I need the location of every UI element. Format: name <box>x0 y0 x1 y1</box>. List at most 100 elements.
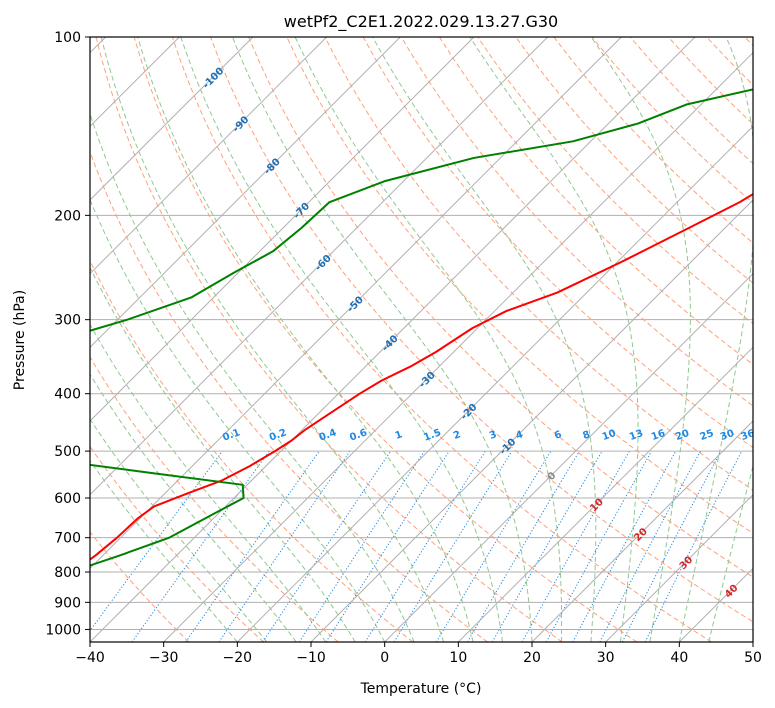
isotherm-gridline <box>384 272 753 642</box>
x-tick-label: −30 <box>149 650 179 666</box>
dry-adiabat <box>90 445 264 642</box>
dewpoint-line <box>90 88 753 567</box>
x-tick-label: 20 <box>523 650 541 666</box>
x-tick-label: −10 <box>296 650 326 666</box>
isotherm-gridline <box>310 199 753 642</box>
plot-frame <box>89 36 754 643</box>
isotherm-gridline <box>90 37 328 275</box>
moist-adiabat <box>90 459 238 642</box>
moist-adiabat <box>590 37 691 642</box>
moist-adiabats <box>90 37 753 642</box>
y-axis-ticks: 100 200 300 400 500 600 700 800 900 1000 <box>45 30 90 638</box>
x-tick-label: −20 <box>223 650 253 666</box>
y-tick-label: 300 <box>54 313 81 329</box>
plot-background <box>90 37 753 642</box>
moist-adiabat <box>372 37 597 642</box>
moist-adiabat <box>231 37 533 642</box>
y-tick-label: 500 <box>54 444 81 460</box>
isotherm-gridline <box>163 51 753 642</box>
moist-adiabat <box>180 37 504 642</box>
mixing-ratio-label: 2 <box>452 429 462 442</box>
mixing-ratio-line <box>621 450 722 642</box>
mixing-ratio-label: 20 <box>674 428 691 443</box>
moist-adiabat <box>90 373 297 642</box>
moist-adiabat <box>294 37 563 642</box>
x-tick-label: 30 <box>597 650 615 666</box>
mixing-ratio-line <box>545 450 653 642</box>
dry-adiabat <box>515 37 753 284</box>
mixing-ratio-line <box>90 450 223 632</box>
y-axis-label: Pressure (hPa) <box>12 290 28 390</box>
isotherm-gridline <box>90 37 549 496</box>
x-tick-label: 40 <box>670 650 688 666</box>
dry-adiabat <box>400 37 753 407</box>
moist-adiabat <box>90 266 356 642</box>
mixing-ratio-label: 25 <box>699 428 716 443</box>
y-tick-label: 900 <box>54 595 81 611</box>
mixing-ratio-line <box>393 450 513 642</box>
moist-adiabat <box>137 37 474 642</box>
mixing-ratio-line <box>467 450 580 642</box>
mixing-ratio-line <box>185 450 320 642</box>
moist-adiabat <box>90 418 268 642</box>
dry-adiabat <box>133 37 638 642</box>
dry-adiabat <box>90 356 339 642</box>
mixing-ratio-label: 4 <box>514 429 524 442</box>
dry-adiabat <box>90 150 488 642</box>
mixing-ratio-label: 36 <box>740 428 757 443</box>
moist-adiabat <box>678 37 753 642</box>
y-tick-label: 1000 <box>45 622 81 638</box>
isotherm-gridline <box>236 125 753 642</box>
mixing-ratio-line <box>572 450 677 642</box>
moist-adiabat <box>90 198 386 642</box>
mixing-ratio-label: 10 <box>601 428 618 443</box>
mixing-ratio-line <box>435 450 552 642</box>
y-tick-label: 800 <box>54 565 81 581</box>
mixing-ratio-line <box>262 450 392 642</box>
sounding-series <box>90 88 753 567</box>
dry-adiabat <box>210 37 753 623</box>
y-tick-label: 600 <box>54 491 81 507</box>
mixing-ratio-line <box>131 450 270 642</box>
mixing-ratio-label: 1 <box>394 429 404 442</box>
isotherm-gridline <box>752 641 753 642</box>
mixing-ratio-label: 16 <box>650 428 667 443</box>
mixing-ratio-label: 13 <box>628 428 645 443</box>
temperature-line <box>90 192 753 561</box>
dry-adiabat <box>439 37 753 366</box>
mixing-ratio-label: 3 <box>488 429 498 442</box>
mixing-ratio-label: 8 <box>581 429 591 442</box>
moist-adiabat <box>100 37 445 642</box>
dry-adiabat <box>90 531 190 642</box>
isotherm-gridline <box>605 493 753 642</box>
isotherm-gridline <box>531 420 753 642</box>
isotherm-gridline <box>90 37 254 201</box>
y-tick-label: 100 <box>54 30 81 46</box>
x-tick-label: 10 <box>449 650 467 666</box>
dry-adiabat <box>95 37 563 642</box>
isotherm-gridline <box>90 37 401 349</box>
isotherm-gridline <box>90 37 622 570</box>
moist-adiabat <box>469 37 639 642</box>
mixing-ratio-label: 30 <box>719 428 736 443</box>
x-tick-label: 50 <box>744 650 762 666</box>
y-tick-label: 200 <box>54 208 81 224</box>
isotherm-gridline <box>457 346 753 642</box>
dry-adiabat <box>248 37 753 578</box>
mixing-ratio-line <box>298 450 425 642</box>
x-tick-label: −40 <box>75 650 105 666</box>
dry-adiabat <box>171 37 712 642</box>
isotherm-gridline <box>90 37 696 642</box>
mixing-ratio-label: 6 <box>553 429 563 442</box>
y-tick-label: 700 <box>54 531 81 547</box>
grid-lines <box>90 37 753 642</box>
y-tick-label: 400 <box>54 387 81 403</box>
x-axis-label: Temperature (°C) <box>360 681 482 697</box>
dry-adiabat <box>324 37 753 491</box>
moist-adiabat <box>708 464 753 642</box>
mixing-ratio-line <box>599 450 701 642</box>
moist-adiabat <box>90 323 327 642</box>
x-axis-ticks: −40 −30 −20 −10 0 10 20 30 40 50 <box>75 642 762 666</box>
isotherm-gridline <box>90 37 475 422</box>
